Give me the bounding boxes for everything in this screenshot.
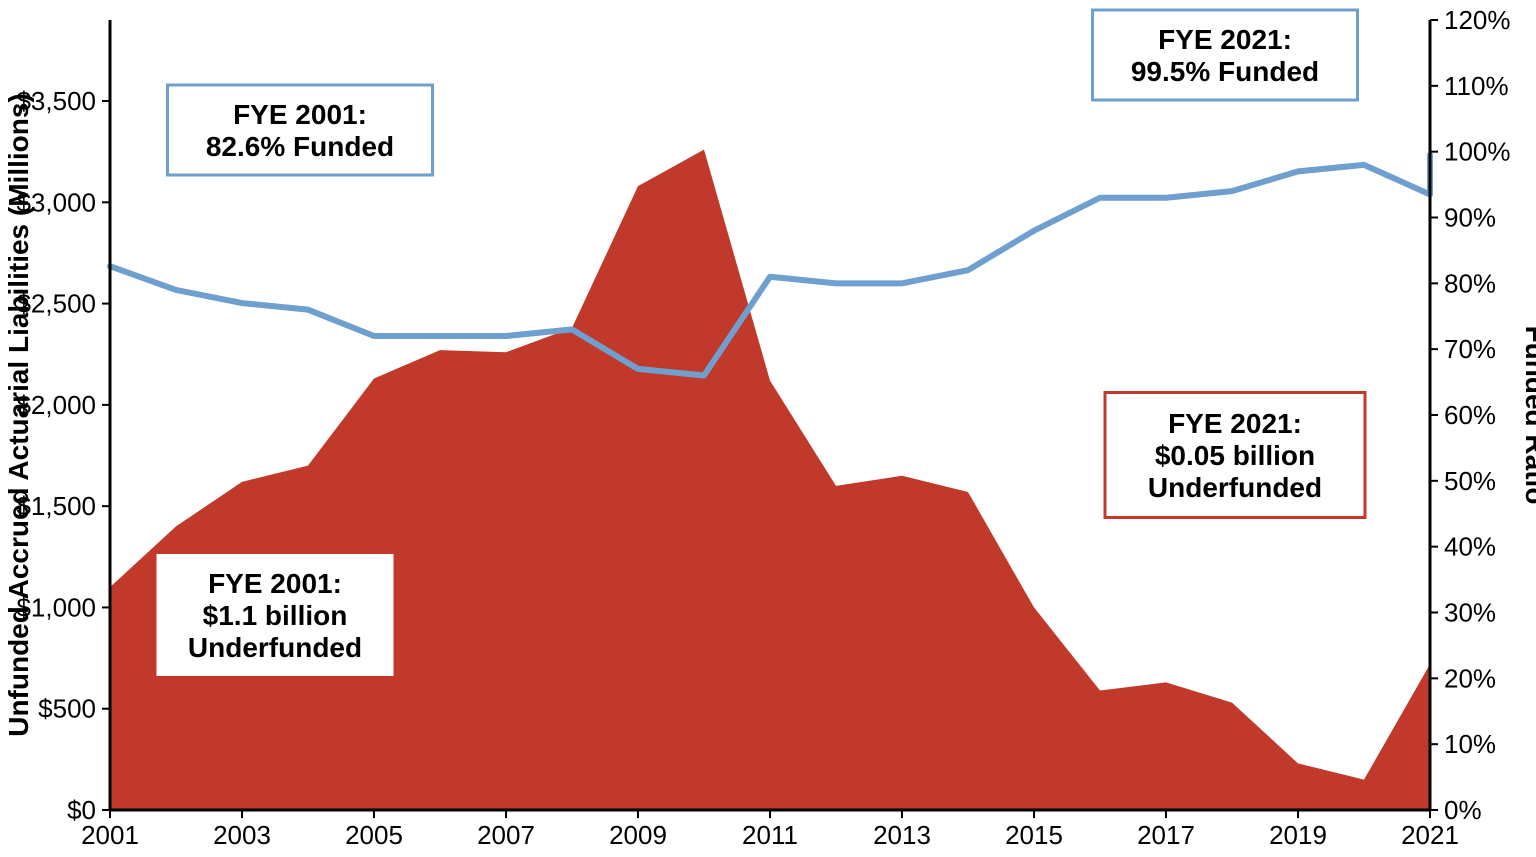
y-right-tick-label: 110%: [1444, 71, 1509, 101]
callout-text: $0.05 billion: [1155, 440, 1315, 471]
x-tick-label: 2015: [1005, 820, 1063, 850]
x-tick-label: 2011: [742, 820, 798, 850]
y-right-tick-label: 70%: [1444, 334, 1496, 364]
x-tick-label: 2005: [345, 820, 403, 850]
callout-text: 99.5% Funded: [1131, 56, 1319, 87]
y-right-tick-label: 40%: [1444, 532, 1496, 562]
x-tick-label: 2007: [477, 820, 535, 850]
callout-text: FYE 2021:: [1158, 24, 1292, 55]
y-left-tick-label: $500: [38, 694, 96, 724]
x-tick-label: 2009: [609, 820, 667, 850]
callout-text: FYE 2021:: [1168, 408, 1302, 439]
y-right-tick-label: 60%: [1444, 400, 1496, 430]
callout-text: Underfunded: [1148, 472, 1322, 503]
callout-text: 82.6% Funded: [206, 131, 394, 162]
x-tick-label: 2001: [81, 820, 139, 850]
x-tick-label: 2021: [1401, 820, 1459, 850]
x-tick-label: 2019: [1269, 820, 1327, 850]
callout-text: $1.1 billion: [203, 600, 348, 631]
y-right-tick-label: 50%: [1444, 466, 1496, 496]
chart-container: $0$500$1,000$1,500$2,000$2,500$3,000$3,5…: [0, 0, 1536, 857]
y-right-axis-title: Funded Ratio: [1520, 326, 1536, 505]
x-tick-label: 2013: [873, 820, 931, 850]
callout-text: FYE 2001:: [208, 568, 342, 599]
y-right-tick-label: 10%: [1444, 729, 1496, 759]
y-right-tick-label: 120%: [1444, 5, 1511, 35]
x-tick-label: 2003: [213, 820, 271, 850]
y-right-tick-label: 100%: [1444, 137, 1511, 167]
callout-text: FYE 2001:: [233, 99, 367, 130]
y-left-axis-title: Unfunded Accrued Actuarial Liabilities (…: [3, 93, 34, 737]
chart-svg: $0$500$1,000$1,500$2,000$2,500$3,000$3,5…: [0, 0, 1536, 857]
y-right-tick-label: 90%: [1444, 203, 1496, 233]
callout-text: Underfunded: [188, 632, 362, 663]
x-tick-label: 2017: [1137, 820, 1195, 850]
y-right-tick-label: 80%: [1444, 268, 1496, 298]
y-right-tick-label: 20%: [1444, 663, 1496, 693]
y-right-tick-label: 30%: [1444, 598, 1496, 628]
